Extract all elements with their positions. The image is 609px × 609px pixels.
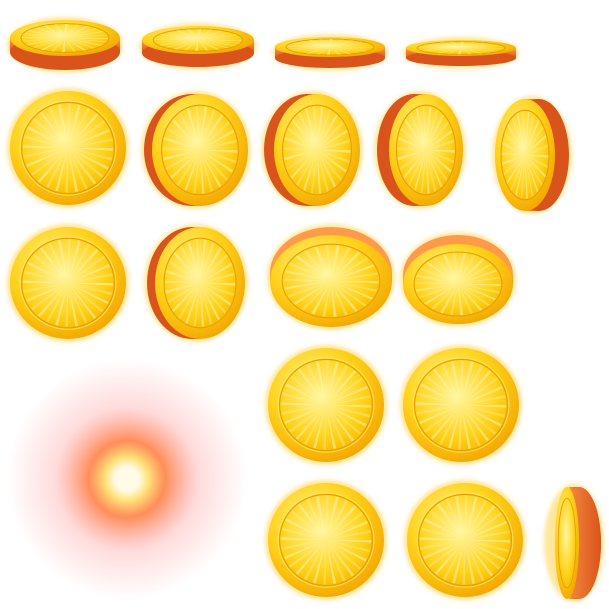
coin-turned-icon	[261, 91, 363, 209]
coin-edge-icon	[544, 484, 604, 602]
coin-front-icon	[265, 345, 387, 465]
coin-front-icon	[400, 345, 522, 465]
coin-sprite-16	[265, 480, 387, 600]
coin-sprite-18	[544, 484, 604, 602]
coin-sprite-12	[400, 232, 516, 327]
coin-sprite-4	[7, 88, 129, 208]
coin-flat-icon	[7, 17, 123, 73]
coin-front-icon	[404, 480, 526, 600]
coin-turned-icon	[144, 224, 248, 342]
coin-sprite-1	[139, 23, 257, 70]
coin-sprite-14	[265, 345, 387, 465]
coin-sprite-15	[400, 345, 522, 465]
coin-front-icon	[265, 480, 387, 600]
coin-turned-icon	[374, 91, 466, 209]
coin-sprite-0	[7, 17, 123, 73]
coin-sprite-9	[7, 224, 129, 342]
coin-sprite-11	[267, 224, 395, 330]
sprite-layer	[7, 17, 604, 602]
coin-turned-icon	[141, 91, 251, 209]
coin-flat-icon	[272, 34, 388, 71]
coin-flat-icon	[139, 23, 257, 70]
coin-sprite-17	[404, 480, 526, 600]
coin-sprite-8	[492, 96, 572, 214]
coin-tilted-icon	[400, 232, 516, 327]
glow-sprite-13	[7, 359, 247, 599]
coin-sprite-3	[403, 37, 519, 69]
coin-sprite-5	[141, 91, 251, 209]
coin-turned-icon	[492, 96, 572, 214]
coin-front-icon	[7, 88, 129, 208]
coin-flat-icon	[403, 37, 519, 69]
coin-sprite-2	[272, 34, 388, 71]
coin-sprite-7	[374, 91, 466, 209]
glow-burst-icon	[7, 359, 247, 599]
coin-sprite-10	[144, 224, 248, 342]
coin-sprite-6	[261, 91, 363, 209]
coin-front-icon	[7, 224, 129, 342]
coin-tilted-icon	[267, 224, 395, 330]
